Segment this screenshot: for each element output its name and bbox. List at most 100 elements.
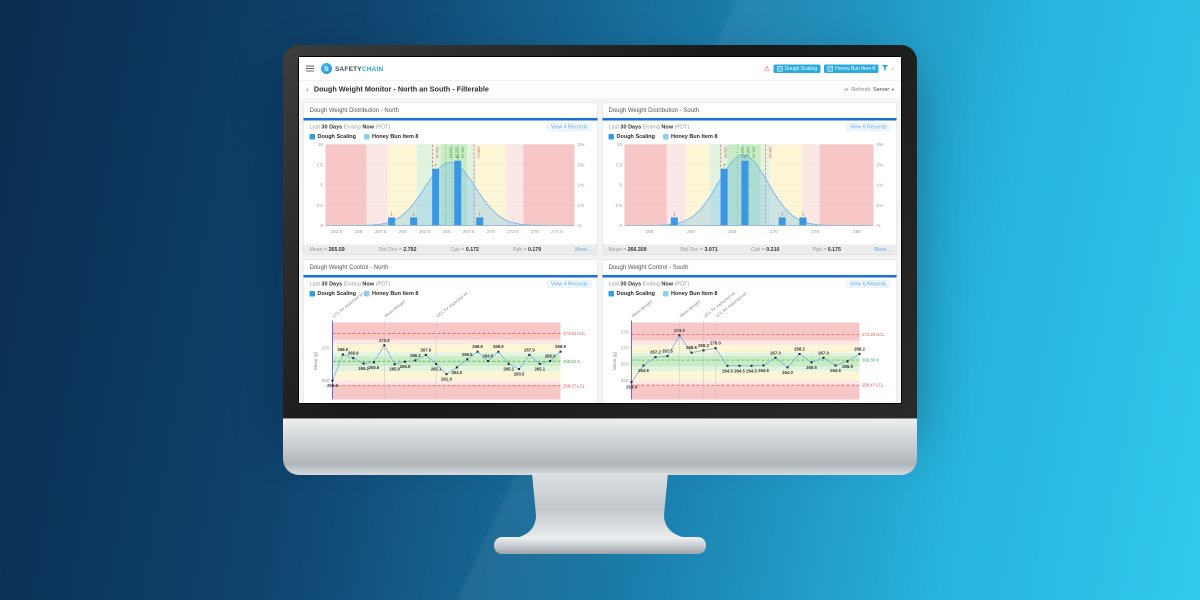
svg-text:275: 275	[531, 229, 539, 235]
svg-text:268.6: 268.6	[686, 345, 697, 350]
svg-text:270.9: 270.9	[379, 338, 390, 343]
svg-text:0: 0	[619, 223, 622, 229]
svg-text:266.0: 266.0	[545, 354, 556, 359]
date-range-label: Last 30 Days Ending Now (PDT)	[309, 124, 391, 130]
svg-text:267.0: 267.0	[818, 350, 829, 355]
legend-item[interactable]: Honey Bun Item 8	[364, 134, 418, 140]
svg-text:265: 265	[621, 362, 629, 368]
legend-item[interactable]: Dough Scaling	[309, 134, 356, 140]
svg-text:%: %	[877, 223, 882, 229]
svg-text:2.5: 2.5	[316, 203, 323, 209]
more-link[interactable]: More...	[874, 246, 891, 253]
legend-item[interactable]: Honey Bun Item 8	[364, 291, 418, 297]
svg-text:267.05: 267.05	[752, 147, 756, 158]
svg-text:266.30 X: 266.30 X	[862, 358, 879, 363]
monitor-chin	[283, 418, 917, 475]
svg-text:258.27 LCL: 258.27 LCL	[563, 383, 586, 388]
svg-text:5: 5	[320, 183, 323, 189]
svg-text:Mean Weight: Mean Weight	[679, 298, 702, 318]
svg-text:265: 265	[443, 229, 451, 235]
svg-text:267.9: 267.9	[524, 347, 535, 352]
svg-text:269.3: 269.3	[698, 343, 709, 348]
svg-text:267.5: 267.5	[463, 229, 475, 235]
svg-text:272.5: 272.5	[507, 229, 519, 235]
back-chevron-icon[interactable]: ‹	[306, 84, 309, 95]
chevron-right-icon[interactable]: ›	[891, 64, 894, 73]
svg-text:0: 0	[320, 223, 323, 229]
legend-item[interactable]: Honey Bun Item 8	[663, 134, 717, 140]
legend-item[interactable]: Dough Scaling	[608, 133, 655, 140]
svg-text:7.5: 7.5	[615, 162, 622, 168]
svg-text:266.5: 266.5	[462, 352, 473, 357]
svg-text:275: 275	[621, 330, 629, 336]
svg-text:270: 270	[322, 346, 330, 352]
svg-text:264.6: 264.6	[638, 368, 649, 373]
legend-item[interactable]: Dough Scaling	[309, 291, 356, 297]
svg-text:264.5: 264.5	[734, 368, 745, 373]
svg-text:270: 270	[621, 346, 629, 352]
svg-text:266.2: 266.2	[410, 353, 421, 358]
svg-text:1: 1	[412, 211, 415, 216]
warning-triangle-icon[interactable]: ⚠	[763, 64, 771, 73]
svg-text:265.0: 265.0	[389, 367, 400, 372]
svg-text:10: 10	[318, 142, 324, 148]
svg-text:274.0: 274.0	[674, 328, 685, 333]
filter-chip-honey-bun[interactable]: Honey Bun Item 8	[824, 64, 879, 73]
svg-text:261.9: 261.9	[441, 377, 452, 382]
svg-text:Mean Weight: Mean Weight	[383, 298, 406, 318]
view-records-link[interactable]: View 4 Records	[546, 123, 592, 131]
view-records-link[interactable]: View 6 Records	[845, 123, 891, 131]
svg-text:265.56: 265.56	[740, 147, 744, 158]
date-range-label: Last 30 Days Ending Now (PDT)	[608, 281, 690, 287]
svg-text:265.8: 265.8	[400, 364, 411, 369]
svg-text:1%: 1%	[578, 203, 586, 209]
svg-text:Mean Weight: Mean Weight	[631, 298, 654, 318]
svg-text:262.5: 262.5	[419, 229, 431, 235]
svg-text:274.28 UCL: 274.28 UCL	[862, 332, 885, 337]
caret-down-icon[interactable]: ▾	[891, 86, 894, 92]
brand-secondary: CHAIN	[361, 64, 384, 73]
screen: S SAFETYCHAIN ⚠ Dough Scaling Honey Bun …	[298, 56, 902, 404]
panel-title: Dough Weight Distribution - North	[303, 103, 598, 118]
panel-distribution-north: Dough Weight Distribution - North Last 3…	[303, 102, 598, 255]
refresh-label[interactable]: Refresh	[851, 86, 871, 93]
svg-text:265.1: 265.1	[431, 366, 442, 371]
filter-chip-label: Honey Bun Item 8	[835, 65, 876, 72]
filter-chip-label: Dough Scaling	[784, 65, 818, 72]
svg-text:268.0: 268.0	[338, 347, 349, 352]
svg-text:265.6: 265.6	[369, 365, 380, 370]
view-records-link[interactable]: View 6 Records	[845, 280, 891, 288]
legend-item[interactable]: Dough Scaling	[608, 291, 655, 297]
points: 259.4 264.6 267.2 267.5 274.0 268.6 269.3 270.0…	[626, 328, 865, 390]
svg-text:267.9: 267.9	[420, 347, 431, 352]
svg-text:7: 7	[723, 163, 726, 168]
svg-text:1: 1	[478, 211, 481, 216]
menu-icon[interactable]	[306, 65, 314, 72]
svg-text:268.9: 268.9	[472, 344, 483, 349]
more-link[interactable]: More...	[575, 246, 592, 253]
server-label[interactable]: Server	[873, 86, 890, 93]
filter-chip-dough-scaling[interactable]: Dough Scaling	[773, 64, 821, 73]
svg-text:259.9: 259.9	[327, 383, 338, 388]
svg-text:265.2: 265.2	[358, 366, 369, 371]
refresh-icon[interactable]: ⟳	[844, 86, 849, 93]
svg-text:265.1: 265.1	[534, 366, 545, 371]
funnel-icon[interactable]	[882, 64, 889, 73]
svg-text:277.5: 277.5	[551, 229, 563, 235]
svg-text:264.6: 264.6	[758, 368, 769, 373]
control-chart-south: 274.28 UCL 266.30 X 258.47 LCL Mean Weight M…	[612, 289, 885, 400]
legend-item[interactable]: Honey Bun Item 8	[663, 291, 717, 297]
svg-text:267.2: 267.2	[650, 350, 661, 355]
form-icon	[777, 65, 783, 72]
svg-text:265.1: 265.1	[503, 366, 514, 371]
legend-swatch-icon	[364, 133, 370, 140]
view-records-link[interactable]: View 4 Records	[546, 280, 592, 288]
chart-legend: Dough Scaling Honey Bun Item 8	[304, 132, 598, 141]
svg-text:267.5: 267.5	[662, 349, 673, 354]
svg-text:Mean (g): Mean (g)	[313, 351, 318, 370]
panel-accent-bar	[303, 118, 598, 121]
legend-swatch-icon	[608, 133, 614, 140]
